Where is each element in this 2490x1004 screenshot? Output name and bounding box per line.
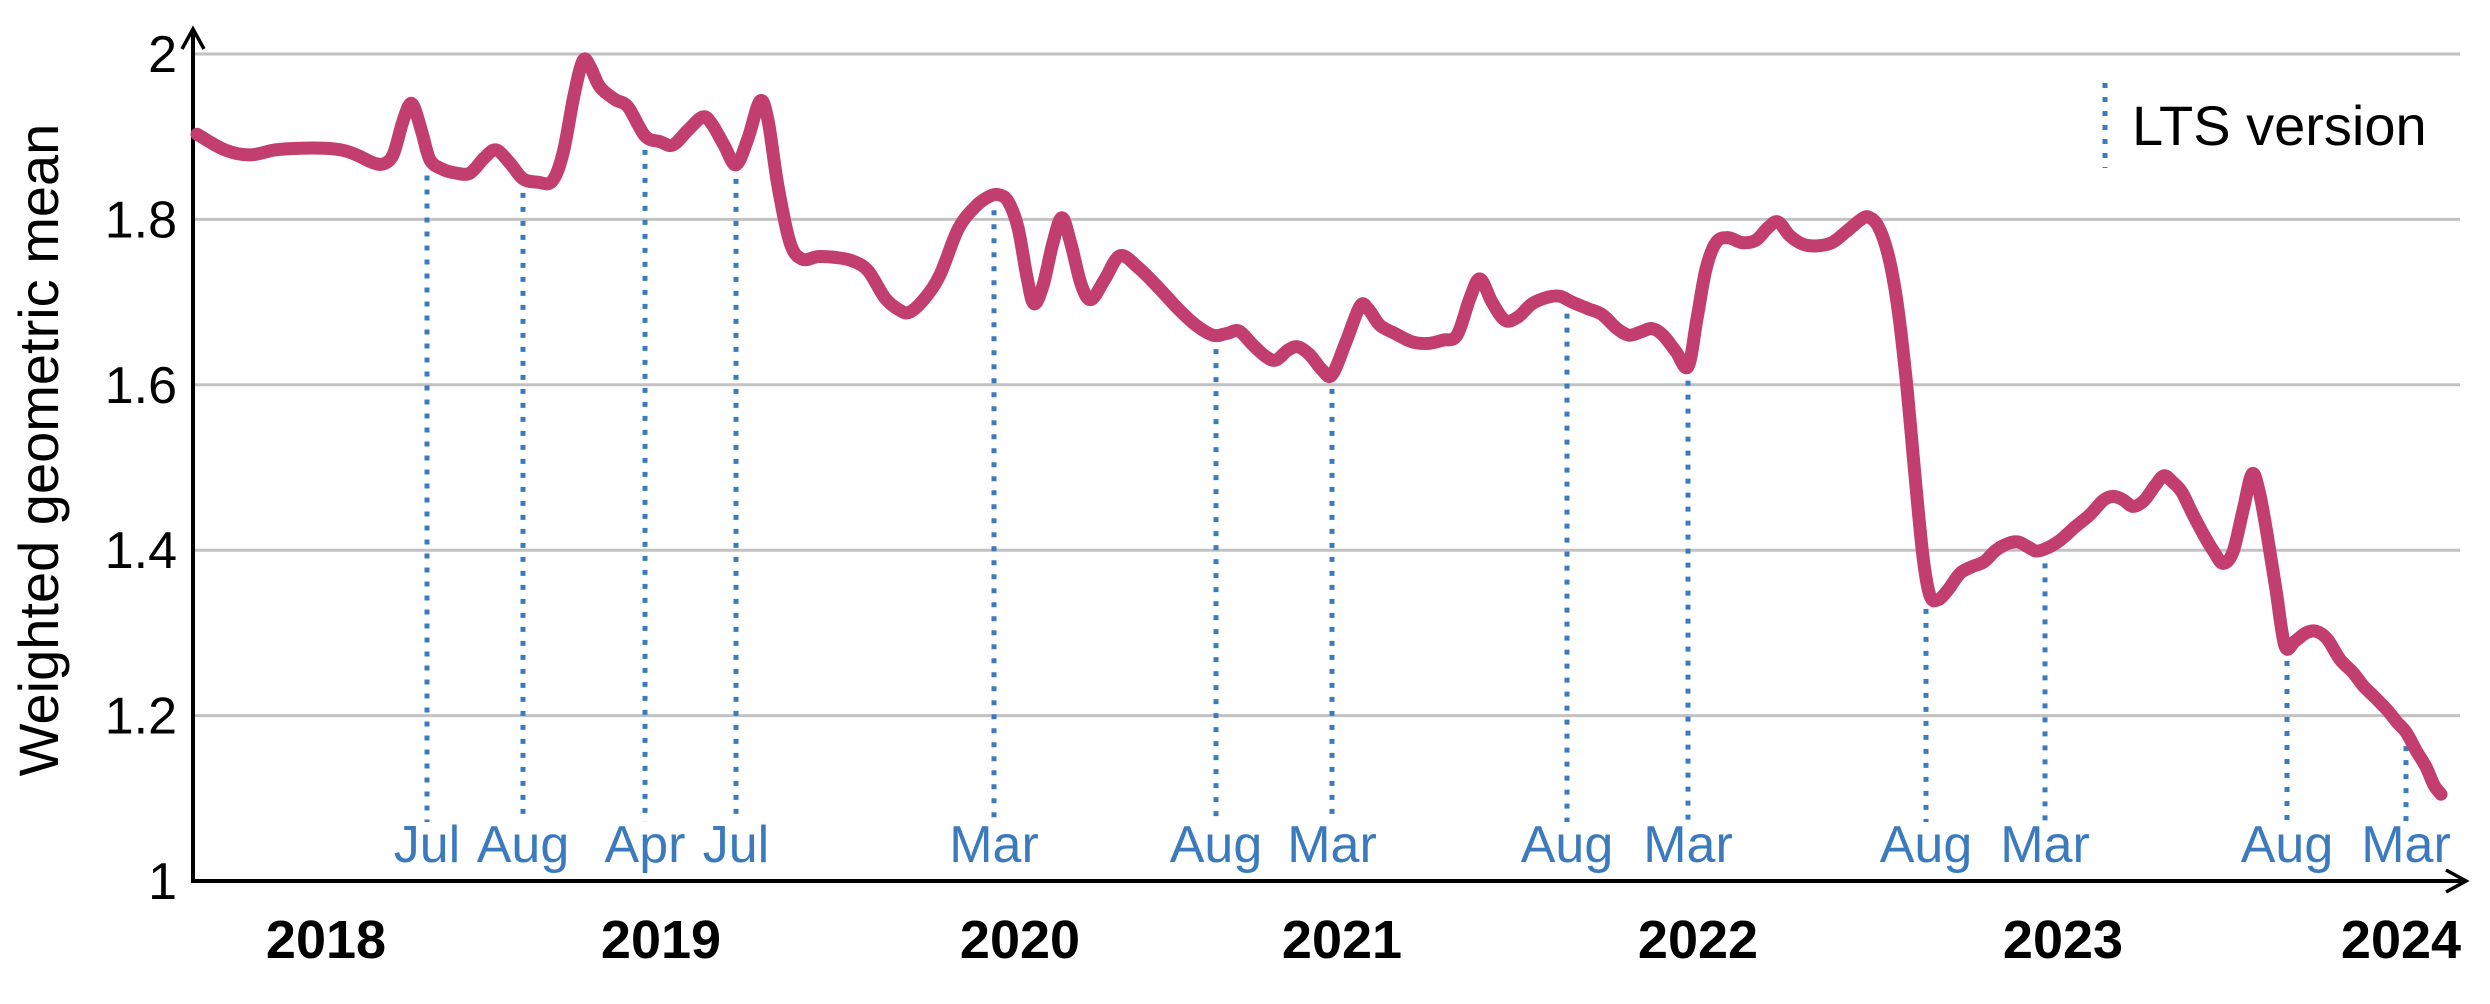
x-year-label: 2020	[960, 910, 1080, 970]
y-axis-arrow-icon	[180, 25, 206, 50]
lts-month-label: Jul	[394, 816, 460, 874]
x-year-label: 2021	[1282, 910, 1402, 970]
series-line	[190, 52, 2448, 801]
y-tick-label: 2	[148, 26, 177, 84]
y-tick-label: 1.6	[105, 357, 177, 415]
lts-month-label: Mar	[2361, 816, 2451, 874]
lts-month-label: Apr	[605, 816, 686, 874]
x-year-label: 2023	[2003, 910, 2123, 970]
x-year-label: 2018	[266, 910, 386, 970]
y-axis-title: Weighted geometric mean	[7, 124, 70, 777]
lts-month-label: Jul	[703, 816, 769, 874]
lts-month-label: Mar	[949, 816, 1039, 874]
lts-month-label: Aug	[1880, 816, 1973, 874]
lts-month-label: Mar	[1643, 816, 1733, 874]
lts-month-label: Aug	[1170, 816, 1263, 874]
y-tick-label: 1.4	[105, 522, 177, 580]
lts-month-label: Mar	[1287, 816, 1377, 874]
x-year-label: 2022	[1638, 910, 1758, 970]
lts-month-label: Mar	[2000, 816, 2090, 874]
y-tick-label: 1.8	[105, 191, 177, 249]
lts-month-label: Aug	[1521, 816, 1614, 874]
legend-label: LTS version	[2132, 94, 2427, 157]
lts-month-label: Aug	[477, 816, 570, 874]
x-axis-arrow-icon	[2445, 868, 2470, 894]
lts-month-label: Aug	[2241, 816, 2334, 874]
x-year-label: 2019	[601, 910, 721, 970]
y-tick-label: 1.2	[105, 688, 177, 746]
x-year-label: 2024	[2341, 910, 2461, 970]
y-tick-label: 1	[148, 853, 177, 911]
